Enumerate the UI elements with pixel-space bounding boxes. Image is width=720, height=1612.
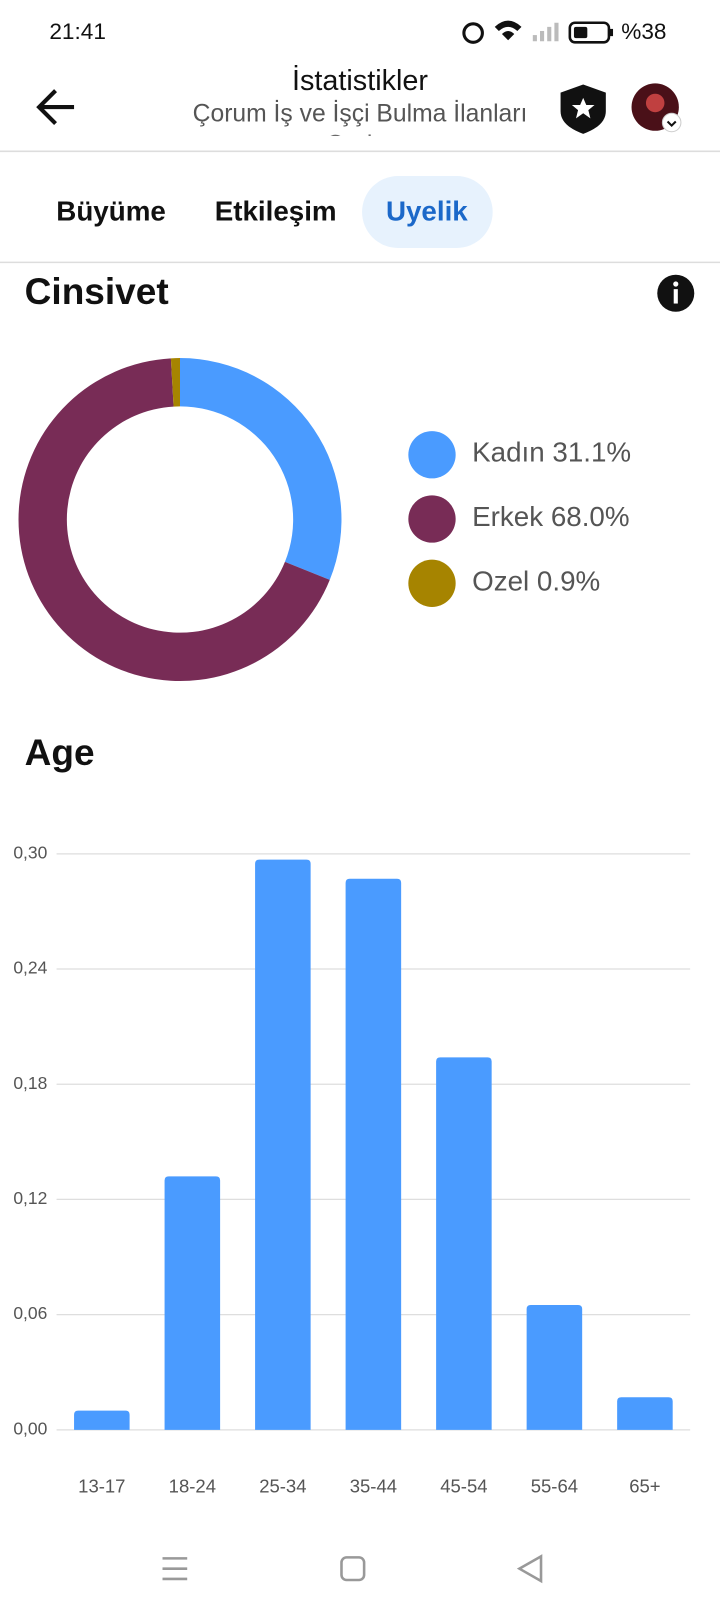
header-subtitle: Çorum İş ve İşçi Bulma İlanları Grubu: [192, 99, 528, 136]
header-title: İstatistikler: [292, 64, 428, 97]
legend-swatch: [408, 495, 456, 543]
donut-slice: [170, 358, 180, 407]
y-tick-label: 0,00: [13, 1418, 47, 1438]
y-tick-label: 0,24: [13, 958, 47, 978]
nav-menu[interactable]: [162, 1557, 188, 1581]
donut-slice: [18, 358, 330, 682]
x-tick-label: 45-54: [440, 1475, 487, 1496]
status-battery: %38: [621, 19, 666, 44]
legend-swatch: [408, 559, 456, 607]
tab[interactable]: Uyelik: [386, 195, 468, 226]
nav-home[interactable]: [340, 1556, 366, 1582]
bar: [74, 1410, 130, 1430]
x-tick-label: 18-24: [169, 1475, 216, 1496]
status-time: 21:41: [49, 19, 106, 44]
nav-bar: [162, 1554, 543, 1584]
bar: [345, 878, 402, 1430]
legend-swatch: [408, 431, 456, 479]
back-button[interactable]: [36, 89, 75, 125]
bar: [526, 1305, 583, 1430]
bar: [617, 1397, 673, 1430]
nav-back[interactable]: [516, 1554, 543, 1584]
legend-label: Kadın: [472, 437, 545, 468]
y-tick-label: 0,06: [13, 1303, 47, 1323]
legend-entry: Erkek 68.0%: [472, 501, 629, 532]
bar: [436, 1057, 492, 1430]
x-tick-label: 55-64: [531, 1475, 578, 1496]
y-tick-label: 0,12: [13, 1188, 47, 1208]
y-tick-label: 0,18: [13, 1073, 47, 1093]
bar: [164, 1176, 221, 1430]
avatar[interactable]: [631, 83, 682, 133]
tab[interactable]: Etkileşim: [215, 195, 337, 226]
info-button[interactable]: [657, 274, 695, 312]
x-tick-label: 35-44: [350, 1475, 397, 1496]
active-tab-pill: [362, 176, 493, 248]
x-tick-label: 13-17: [78, 1475, 125, 1496]
legend-label: Ozel: [472, 566, 529, 597]
tab[interactable]: Büyüme: [56, 195, 166, 226]
section-title: Cinsivet: [25, 270, 169, 312]
admin-badge[interactable]: [560, 84, 606, 134]
legend-entry: Ozel 0.9%: [472, 566, 600, 597]
section-title: Age: [25, 731, 95, 773]
legend-value: 68.0%: [551, 501, 630, 532]
bar: [255, 859, 311, 1430]
status-icons: [462, 20, 614, 44]
y-tick-label: 0,30: [13, 842, 47, 862]
legend-label: Erkek: [472, 501, 543, 532]
legend-value: 31.1%: [552, 437, 631, 468]
donut-slice: [180, 358, 342, 580]
x-tick-label: 25-34: [259, 1475, 306, 1496]
x-tick-label: 65+: [629, 1475, 660, 1496]
header-subtitle-box: Çorum İş ve İşçi Bulma İlanları Grubu: [192, 99, 528, 136]
legend-entry: Kadın 31.1%: [472, 437, 631, 468]
legend-value: 0.9%: [537, 566, 600, 597]
